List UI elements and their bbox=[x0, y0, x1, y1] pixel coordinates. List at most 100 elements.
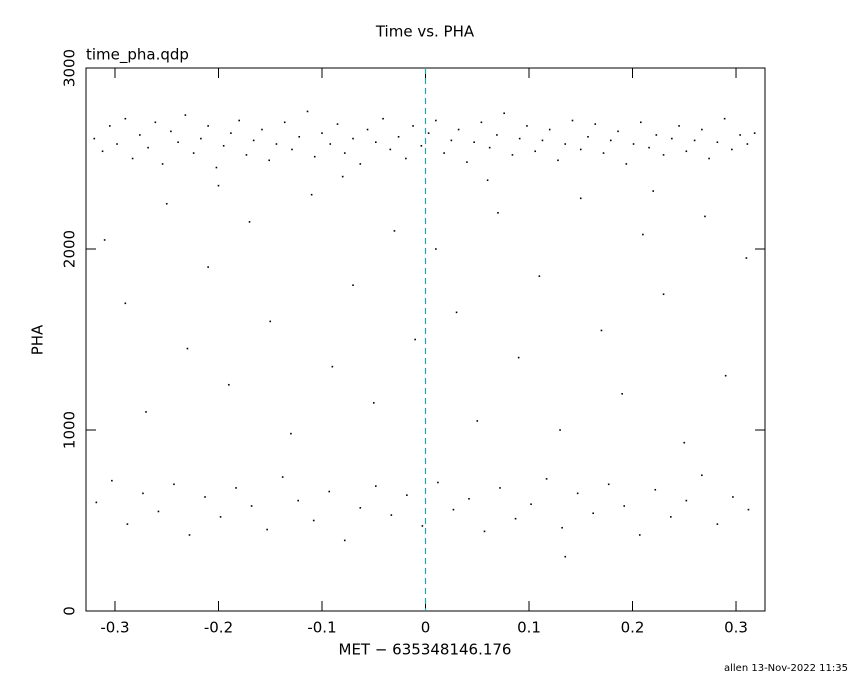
point bbox=[343, 152, 346, 154]
point bbox=[177, 141, 179, 144]
point bbox=[639, 121, 642, 124]
point bbox=[685, 499, 688, 502]
point bbox=[228, 383, 230, 386]
point bbox=[457, 128, 460, 131]
point bbox=[186, 347, 189, 350]
point bbox=[534, 150, 537, 153]
point bbox=[352, 137, 354, 140]
point bbox=[170, 130, 172, 133]
point bbox=[435, 119, 437, 122]
point bbox=[252, 139, 255, 142]
point bbox=[359, 163, 362, 165]
x-tick-label: -0.1 bbox=[307, 619, 336, 637]
point bbox=[670, 516, 672, 518]
point bbox=[648, 146, 650, 149]
point bbox=[154, 121, 157, 124]
point bbox=[617, 130, 619, 133]
point bbox=[739, 134, 741, 136]
point bbox=[157, 510, 160, 513]
point bbox=[731, 148, 733, 151]
point bbox=[530, 503, 532, 506]
point bbox=[359, 507, 362, 509]
point bbox=[571, 119, 574, 122]
point bbox=[746, 143, 749, 145]
chart-title: Time vs. PHA bbox=[375, 23, 475, 41]
point bbox=[427, 132, 430, 134]
point bbox=[93, 137, 96, 140]
x-tick-label: 0.1 bbox=[517, 619, 541, 637]
point bbox=[217, 184, 220, 187]
point bbox=[245, 154, 248, 156]
point bbox=[281, 476, 284, 478]
point bbox=[561, 526, 563, 529]
point bbox=[548, 128, 551, 131]
point bbox=[297, 499, 299, 502]
point bbox=[685, 150, 688, 153]
point bbox=[632, 143, 635, 145]
point bbox=[147, 146, 149, 149]
point bbox=[261, 128, 263, 131]
point bbox=[526, 125, 528, 127]
point bbox=[452, 508, 455, 511]
point bbox=[124, 302, 127, 305]
point bbox=[503, 112, 505, 115]
point bbox=[517, 356, 520, 359]
point bbox=[139, 134, 141, 136]
y-tick-label: 2000 bbox=[61, 230, 79, 268]
point bbox=[126, 523, 129, 525]
point bbox=[514, 517, 517, 520]
y-tick-label: 1000 bbox=[61, 411, 79, 449]
point bbox=[200, 137, 202, 140]
x-tick-label: -0.3 bbox=[100, 619, 129, 637]
point bbox=[607, 483, 610, 486]
point bbox=[375, 485, 377, 487]
point bbox=[745, 257, 748, 259]
point bbox=[109, 125, 111, 127]
point bbox=[291, 148, 293, 151]
point bbox=[382, 117, 384, 120]
point bbox=[671, 137, 673, 140]
point bbox=[341, 175, 344, 178]
point bbox=[499, 487, 501, 489]
point bbox=[579, 197, 582, 200]
point bbox=[557, 159, 559, 162]
point bbox=[192, 152, 195, 154]
point bbox=[165, 202, 168, 205]
point bbox=[435, 248, 437, 250]
point bbox=[389, 148, 392, 151]
point bbox=[329, 143, 332, 145]
point bbox=[621, 393, 623, 395]
point bbox=[662, 293, 665, 296]
point bbox=[414, 338, 416, 341]
point bbox=[652, 190, 655, 192]
point bbox=[716, 523, 719, 525]
point bbox=[541, 139, 544, 142]
point bbox=[747, 508, 750, 511]
y-axis-label: PHA bbox=[29, 324, 47, 355]
point bbox=[405, 157, 407, 160]
x-tick-label: 0.2 bbox=[621, 619, 645, 637]
point bbox=[397, 135, 400, 138]
point bbox=[328, 490, 331, 493]
point bbox=[623, 505, 626, 507]
point bbox=[306, 110, 309, 113]
point bbox=[204, 496, 206, 498]
point bbox=[496, 134, 498, 136]
point bbox=[732, 496, 734, 498]
point bbox=[468, 497, 470, 500]
point bbox=[466, 161, 468, 163]
point bbox=[497, 212, 499, 214]
point bbox=[298, 135, 301, 138]
point bbox=[375, 141, 377, 144]
point bbox=[111, 479, 113, 482]
point bbox=[390, 514, 393, 516]
point bbox=[219, 516, 222, 518]
point bbox=[248, 221, 251, 223]
point bbox=[708, 157, 710, 160]
point bbox=[372, 402, 375, 404]
point bbox=[486, 179, 489, 182]
point bbox=[421, 525, 424, 527]
point bbox=[250, 505, 253, 507]
point bbox=[103, 239, 106, 241]
point bbox=[131, 157, 134, 160]
